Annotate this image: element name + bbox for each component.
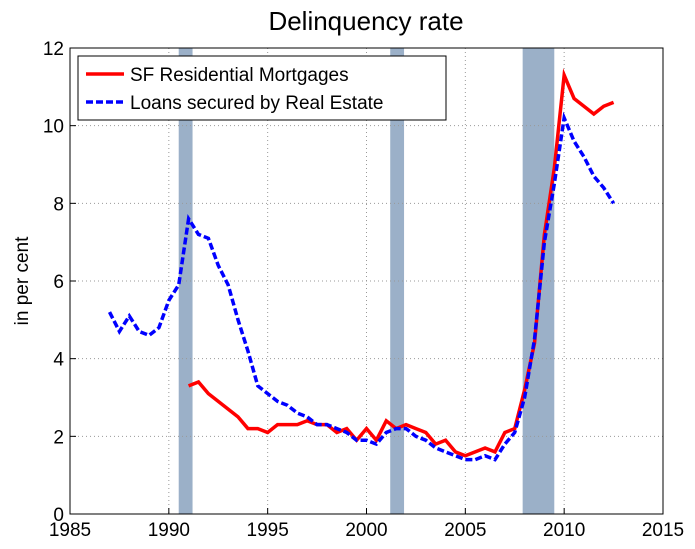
x-tick-label: 2000 [345,520,387,541]
x-tick-label: 1990 [148,520,190,541]
chart-title: Delinquency rate [268,6,463,36]
y-tick-label: 10 [43,117,64,138]
recession-band [390,48,405,514]
x-tick-label: 1995 [247,520,289,541]
legend-label: SF Residential Mortgages [130,65,349,86]
plot-frame [69,47,664,515]
recession-band [178,48,193,514]
x-tick-label: 1985 [49,520,91,541]
legend-label: Loans secured by Real Estate [130,93,384,114]
y-axis-label: in per cent [12,236,33,325]
x-tick-label: 2010 [543,520,585,541]
y-tick-label: 8 [53,194,64,215]
data-line [107,111,616,462]
y-tick-label: 4 [53,350,64,371]
legend: SF Residential Mortgages Loans secured by… [77,55,447,121]
y-tick-label: 2 [53,427,64,448]
legend-box [77,55,447,121]
x-tick-label: 2005 [444,520,486,541]
y-tick-label: 6 [53,272,64,293]
x-tick-label: 2015 [642,520,684,541]
data-line [187,68,615,458]
y-tick-label: 12 [43,39,64,60]
y-tick-label: 0 [53,505,64,526]
